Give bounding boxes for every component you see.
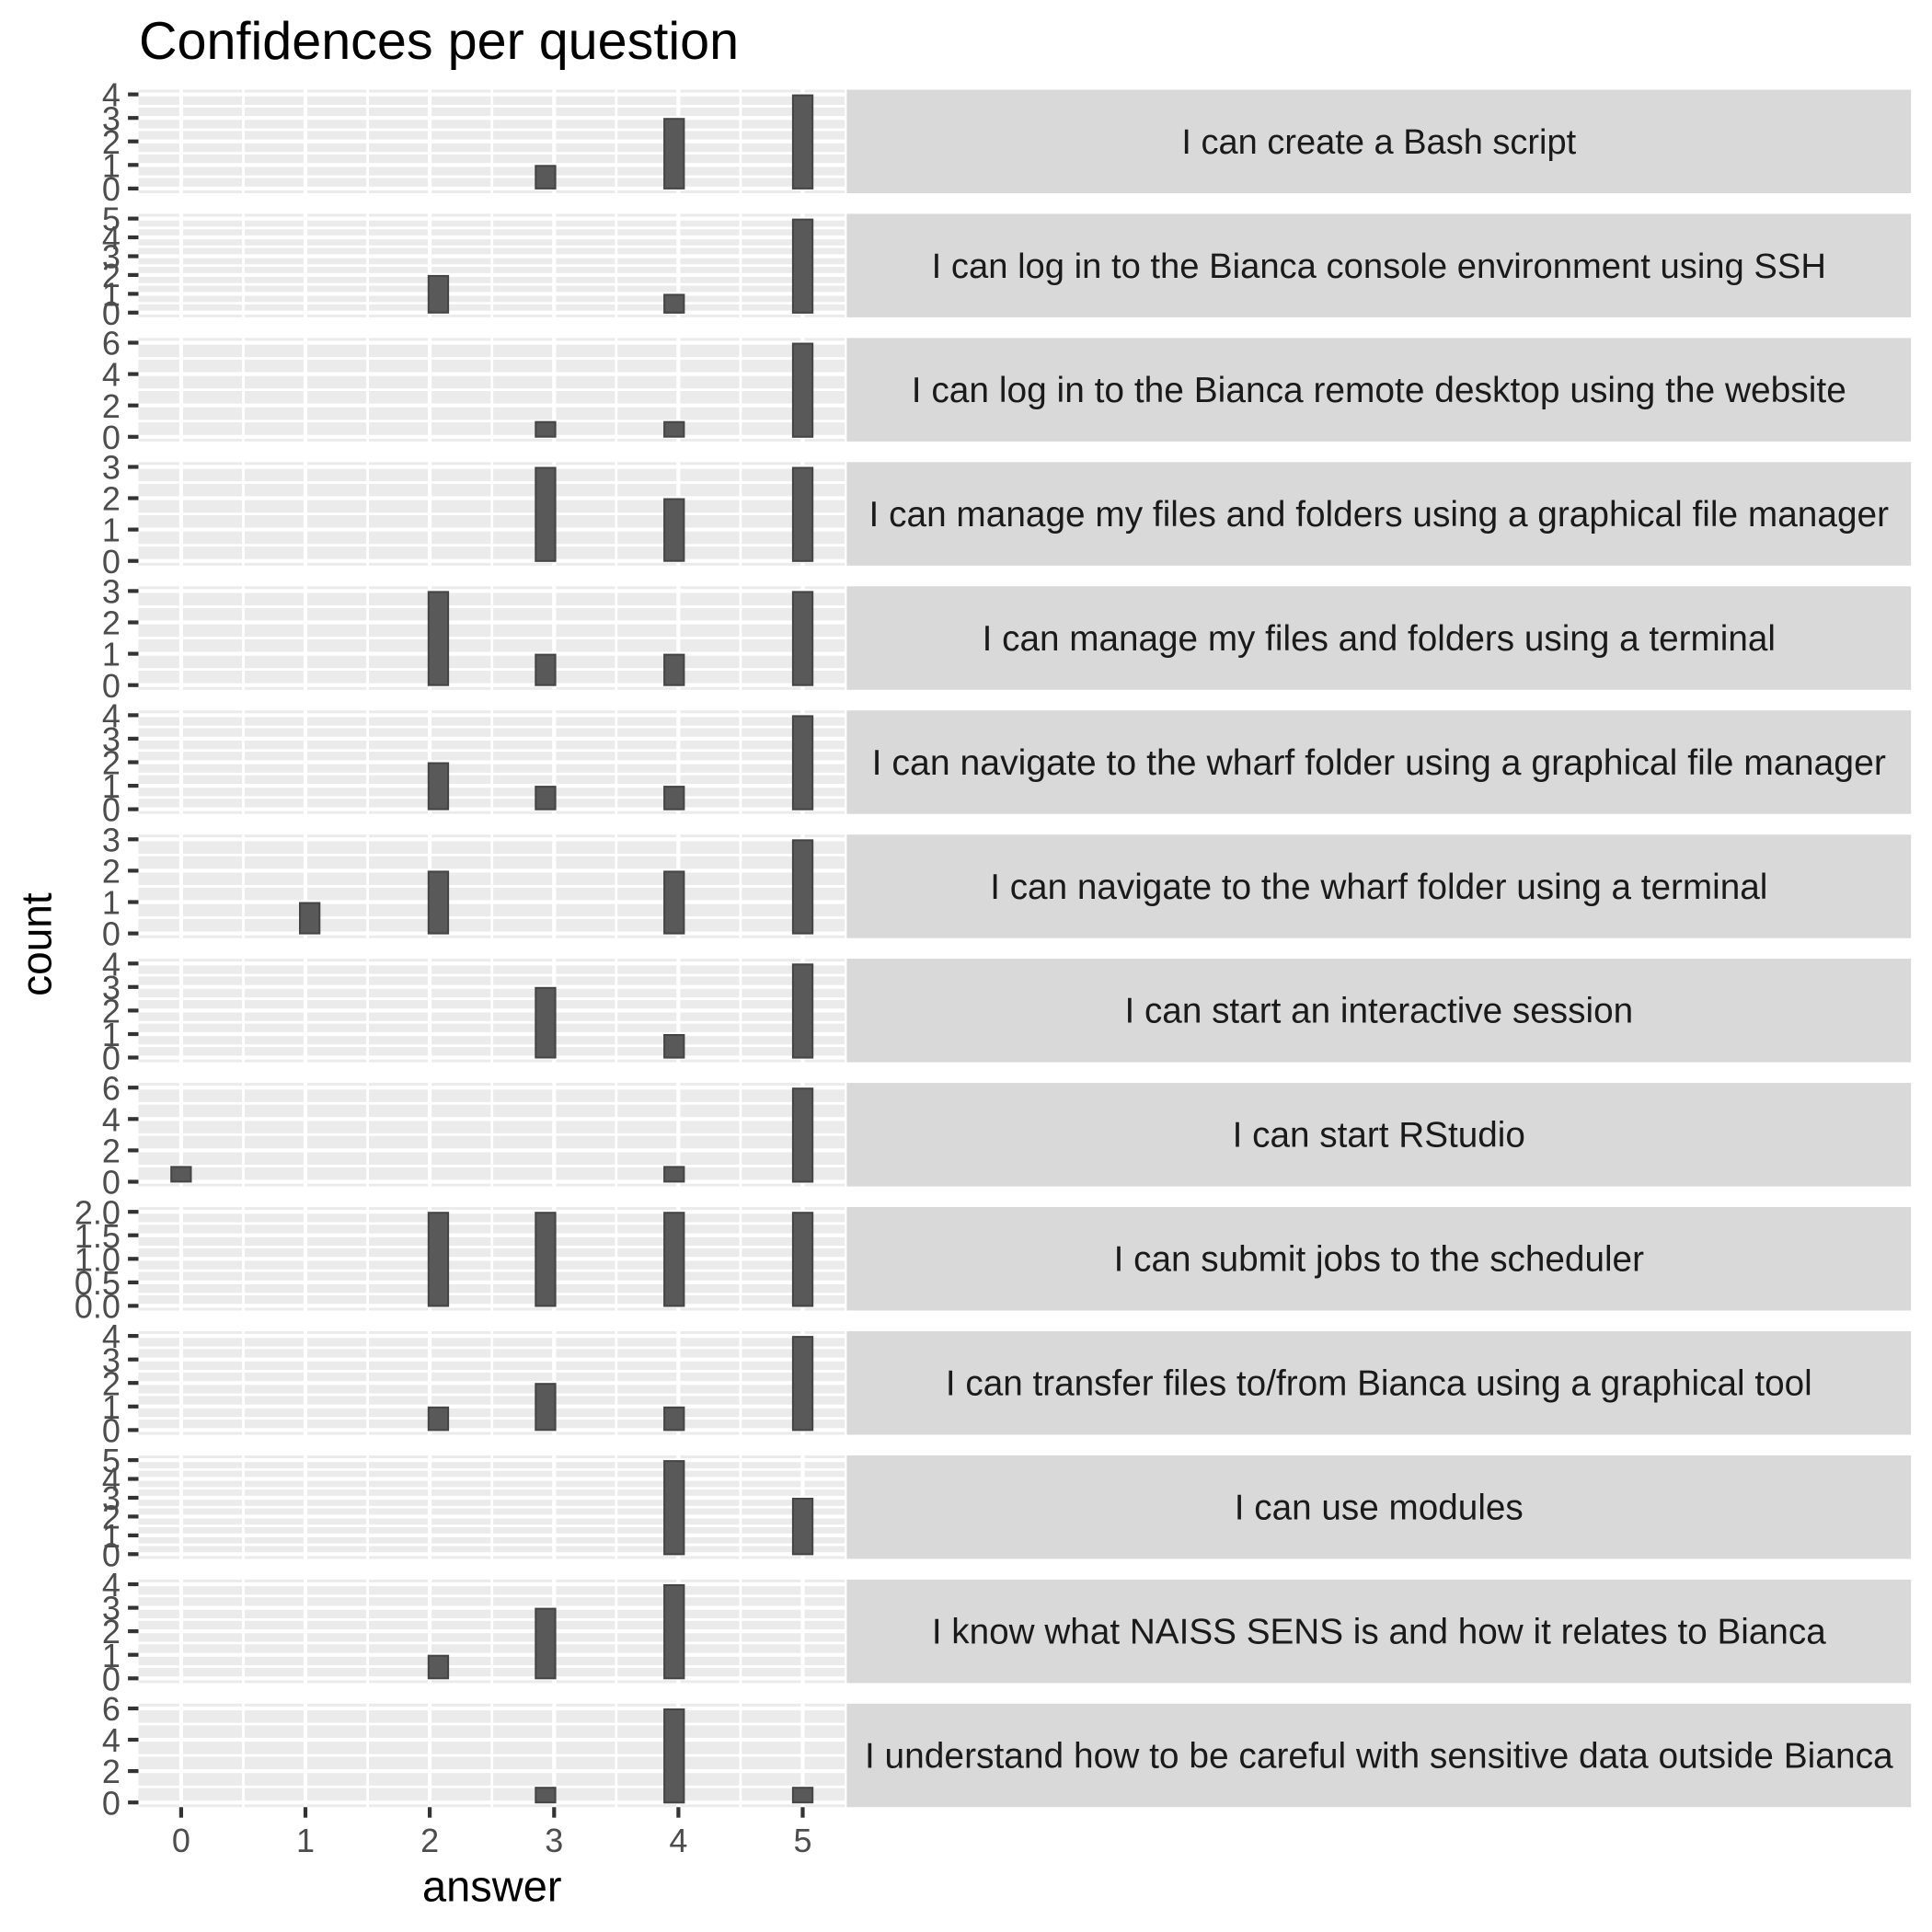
svg-text:I can manage my files and fold: I can manage my files and folders using …	[983, 619, 1776, 659]
svg-text:4: 4	[102, 1317, 121, 1355]
svg-text:3: 3	[545, 1822, 563, 1859]
svg-text:2: 2	[102, 604, 121, 642]
svg-text:4: 4	[102, 1100, 121, 1138]
svg-text:2: 2	[102, 853, 121, 891]
svg-text:3: 3	[102, 573, 121, 611]
svg-text:0: 0	[102, 419, 121, 456]
svg-text:0: 0	[102, 1412, 121, 1450]
svg-text:I know what NAISS SENS is and: I know what NAISS SENS is and how it rel…	[932, 1613, 1826, 1652]
svg-text:2: 2	[102, 1133, 121, 1170]
svg-text:3: 3	[102, 449, 121, 487]
svg-text:3: 3	[102, 99, 121, 137]
svg-text:5: 5	[102, 1442, 121, 1479]
svg-text:count: count	[12, 892, 60, 996]
svg-text:4: 4	[102, 219, 121, 257]
svg-text:3: 3	[102, 821, 121, 858]
svg-text:2: 2	[102, 123, 121, 161]
svg-text:I can start an interactive ses: I can start an interactive session	[1124, 992, 1633, 1031]
svg-text:1: 1	[102, 1517, 121, 1555]
svg-text:1: 1	[102, 1637, 121, 1674]
svg-text:answer: answer	[422, 1861, 562, 1910]
svg-text:4: 4	[669, 1822, 687, 1859]
svg-text:I can transfer files to/from B: I can transfer files to/from Bianca usin…	[946, 1364, 1812, 1404]
svg-text:4: 4	[102, 1721, 121, 1759]
svg-text:4: 4	[102, 356, 121, 394]
svg-text:I can manage my files and fold: I can manage my files and folders using …	[869, 495, 1890, 535]
svg-text:0: 0	[102, 667, 121, 705]
svg-text:I can log in to the Bianca con: I can log in to the Bianca console envir…	[932, 247, 1826, 286]
svg-text:0: 0	[102, 1164, 121, 1202]
svg-text:6: 6	[102, 1069, 121, 1107]
svg-text:0: 0	[102, 170, 121, 208]
svg-text:0: 0	[102, 543, 121, 581]
svg-text:1: 1	[102, 636, 121, 673]
svg-text:I understand how to be careful: I understand how to be careful with sens…	[865, 1736, 1893, 1776]
svg-text:0: 0	[102, 791, 121, 829]
svg-text:3: 3	[102, 1341, 121, 1379]
svg-text:3: 3	[102, 969, 121, 1006]
svg-text:2: 2	[102, 1499, 121, 1536]
svg-text:1: 1	[102, 146, 121, 184]
svg-text:Confidences per question: Confidences per question	[139, 12, 739, 71]
svg-text:4: 4	[102, 697, 121, 735]
svg-text:2: 2	[102, 1753, 121, 1790]
svg-text:0: 0	[172, 1822, 190, 1859]
svg-text:0: 0	[102, 294, 121, 332]
svg-text:4: 4	[102, 945, 121, 983]
svg-text:I can navigate to the wharf fo: I can navigate to the wharf folder using…	[990, 868, 1767, 907]
svg-text:1: 1	[102, 512, 121, 549]
svg-text:4: 4	[102, 1566, 121, 1604]
svg-text:6: 6	[102, 1690, 121, 1728]
svg-text:I can log in to the Bianca rem: I can log in to the Bianca remote deskto…	[912, 371, 1846, 410]
svg-text:0: 0	[102, 1040, 121, 1077]
svg-text:2: 2	[102, 993, 121, 1030]
svg-text:1: 1	[296, 1822, 315, 1859]
svg-text:3: 3	[102, 1590, 121, 1627]
svg-text:2: 2	[102, 387, 121, 425]
svg-text:1: 1	[102, 884, 121, 922]
svg-text:2.0: 2.0	[75, 1193, 121, 1231]
svg-text:0: 0	[102, 1784, 121, 1822]
svg-text:2: 2	[102, 1364, 121, 1402]
svg-text:0: 0	[102, 915, 121, 953]
svg-text:0: 0	[102, 1535, 121, 1573]
svg-text:1: 1	[102, 1016, 121, 1053]
svg-text:2: 2	[102, 480, 121, 518]
svg-text:2: 2	[102, 744, 121, 782]
svg-text:1: 1	[102, 767, 121, 805]
svg-text:3: 3	[102, 1479, 121, 1517]
svg-text:I can submit jobs to the sched: I can submit jobs to the scheduler	[1114, 1240, 1644, 1280]
svg-text:1.0: 1.0	[75, 1240, 121, 1278]
svg-text:4: 4	[102, 1461, 121, 1499]
svg-text:I can navigate to the wharf fo: I can navigate to the wharf folder using…	[872, 743, 1886, 783]
svg-text:5: 5	[793, 1822, 811, 1859]
svg-text:1: 1	[102, 1388, 121, 1426]
svg-text:1.5: 1.5	[75, 1217, 121, 1255]
svg-text:0: 0	[102, 1660, 121, 1697]
svg-text:I can use modules: I can use modules	[1235, 1489, 1524, 1528]
svg-text:3: 3	[102, 238, 121, 276]
svg-text:2: 2	[102, 1613, 121, 1650]
svg-text:2: 2	[420, 1822, 439, 1859]
svg-text:I can create a Bash script: I can create a Bash script	[1181, 123, 1576, 162]
svg-text:4: 4	[102, 76, 121, 114]
svg-text:2: 2	[102, 257, 121, 294]
svg-text:0.0: 0.0	[75, 1288, 121, 1326]
svg-text:1: 1	[102, 276, 121, 314]
svg-text:5: 5	[102, 201, 121, 238]
svg-text:6: 6	[102, 325, 121, 362]
svg-text:I can start RStudio: I can start RStudio	[1233, 1116, 1525, 1156]
svg-text:0.5: 0.5	[75, 1264, 121, 1302]
svg-text:3: 3	[102, 720, 121, 758]
